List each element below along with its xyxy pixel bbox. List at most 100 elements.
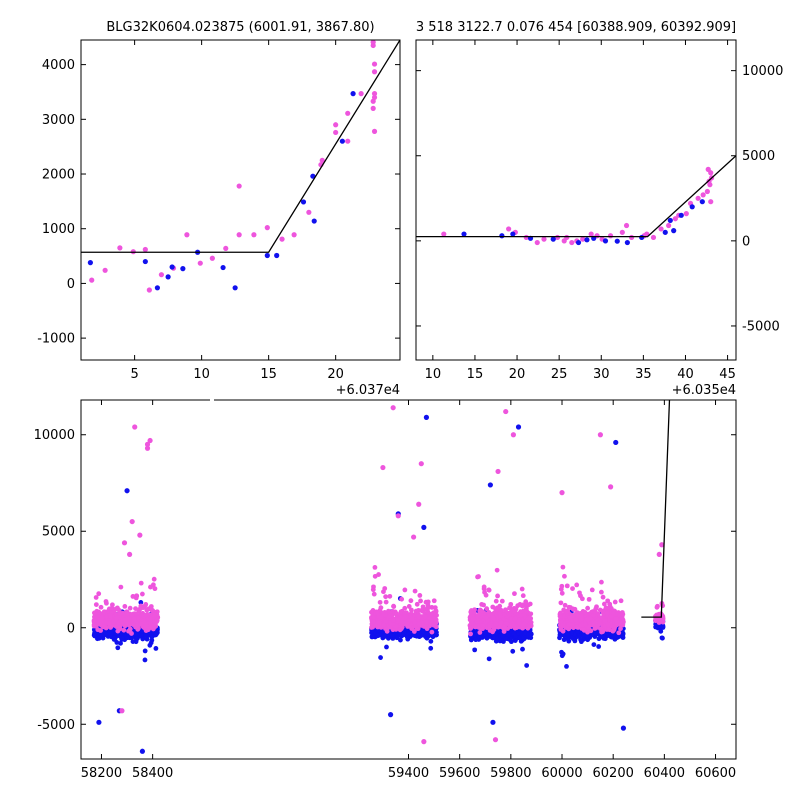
blue-data-point bbox=[387, 712, 394, 718]
pink-data-point bbox=[559, 490, 565, 496]
pink-data-point bbox=[481, 586, 487, 592]
y-tick-label: 5000 bbox=[742, 149, 775, 164]
pink-data-point bbox=[129, 518, 135, 525]
blue-data-point bbox=[378, 655, 383, 660]
pink-data-point bbox=[104, 600, 109, 606]
pink-data-point bbox=[151, 576, 157, 582]
pink-data-point bbox=[558, 600, 564, 606]
pink-data-point bbox=[130, 594, 136, 599]
pink-data-point bbox=[152, 612, 158, 618]
pink-data-point bbox=[564, 583, 570, 589]
pink-data-point bbox=[421, 739, 427, 745]
pink-data-point bbox=[429, 611, 434, 617]
blue-data-point bbox=[592, 631, 598, 636]
top-left-panel: -1000 0 1000 2000 3000 4000 5 10 15 20+6.037e4 BLG… bbox=[37, 20, 401, 398]
pink-data-point bbox=[93, 595, 99, 600]
blue-data-point bbox=[300, 199, 307, 205]
pink-data-point bbox=[403, 614, 409, 620]
pink-data-point bbox=[494, 567, 500, 573]
pink-data-point bbox=[370, 624, 376, 630]
pink-data-point bbox=[398, 626, 404, 632]
pink-data-point bbox=[429, 618, 434, 624]
pink-data-point bbox=[129, 631, 134, 636]
pink-data-point bbox=[476, 611, 482, 617]
y-tick-label: 2000 bbox=[42, 168, 75, 183]
pink-data-point bbox=[593, 606, 599, 612]
y-tick-label: -5000 bbox=[37, 718, 75, 733]
pink-data-point bbox=[607, 233, 614, 239]
pink-data-point bbox=[121, 540, 128, 546]
pink-data-point bbox=[398, 609, 404, 615]
blue-data-point bbox=[678, 212, 684, 218]
pink-data-point bbox=[144, 441, 151, 447]
pink-data-point bbox=[573, 617, 579, 623]
x-tick-label: 10 bbox=[425, 367, 442, 382]
blue-data-point bbox=[660, 635, 665, 641]
pink-data-point bbox=[390, 618, 396, 624]
pink-data-point bbox=[607, 601, 613, 607]
pink-data-point bbox=[525, 602, 531, 608]
pink-data-point bbox=[402, 605, 408, 611]
blue-data-point bbox=[510, 231, 516, 237]
pink-data-point bbox=[372, 573, 378, 579]
pink-data-point bbox=[414, 601, 420, 607]
blue-data-point bbox=[660, 624, 666, 630]
pink-data-point bbox=[184, 232, 190, 238]
plot-area bbox=[416, 155, 736, 246]
pink-data-point bbox=[520, 593, 526, 599]
blue-data-point bbox=[180, 266, 186, 272]
pink-data-point bbox=[146, 606, 152, 612]
pink-data-point bbox=[91, 617, 97, 623]
pink-data-point bbox=[509, 616, 514, 622]
x-tick-label: 20 bbox=[509, 367, 526, 382]
pink-data-point bbox=[127, 605, 133, 611]
blue-data-point bbox=[142, 657, 148, 663]
pink-data-point bbox=[490, 615, 496, 621]
x-tick-label: 60000 bbox=[541, 766, 582, 781]
axes-frame bbox=[80, 39, 401, 361]
blue-data-point bbox=[382, 632, 388, 638]
model-line bbox=[641, 400, 671, 618]
blue-data-point bbox=[369, 634, 375, 640]
pink-data-point bbox=[564, 234, 570, 241]
blue-data-point bbox=[96, 719, 102, 725]
pink-data-point bbox=[143, 623, 149, 629]
pink-data-point bbox=[493, 598, 499, 604]
pink-data-point bbox=[416, 621, 422, 627]
blue-data-point bbox=[165, 274, 171, 280]
blue-data-point bbox=[565, 636, 571, 641]
x-tick-label: 45 bbox=[719, 367, 736, 382]
blue-data-point bbox=[500, 633, 506, 639]
blue-data-point bbox=[87, 260, 93, 266]
x-tick-label: 60400 bbox=[644, 766, 685, 781]
pink-data-point bbox=[387, 593, 393, 599]
pink-data-point bbox=[91, 622, 97, 628]
pink-data-point bbox=[707, 182, 713, 188]
pink-data-point bbox=[419, 608, 424, 613]
pink-data-point bbox=[683, 211, 689, 217]
blue-data-point bbox=[486, 656, 492, 662]
pink-data-point bbox=[518, 613, 524, 618]
blue-data-point bbox=[577, 633, 582, 639]
pink-data-point bbox=[138, 580, 144, 586]
axis-break bbox=[210, 396, 214, 404]
axes-frame bbox=[80, 399, 737, 760]
pink-data-point bbox=[575, 613, 581, 619]
blue-data-point bbox=[133, 631, 139, 637]
pink-data-point bbox=[100, 624, 106, 630]
pink-data-point bbox=[107, 613, 113, 619]
pink-data-point bbox=[521, 621, 527, 627]
blue-data-point bbox=[143, 633, 148, 638]
blue-data-point bbox=[479, 633, 485, 639]
pink-data-point bbox=[580, 609, 586, 614]
pink-data-point bbox=[508, 624, 514, 630]
blue-data-point bbox=[473, 637, 479, 643]
pink-data-point bbox=[158, 272, 165, 278]
pink-data-point bbox=[98, 604, 104, 610]
pink-data-point bbox=[102, 267, 108, 273]
x-tick-label: 58200 bbox=[81, 766, 122, 781]
pink-data-point bbox=[433, 617, 439, 623]
pink-data-point bbox=[197, 260, 203, 266]
pink-data-point bbox=[583, 622, 588, 628]
blue-data-point bbox=[144, 636, 150, 642]
